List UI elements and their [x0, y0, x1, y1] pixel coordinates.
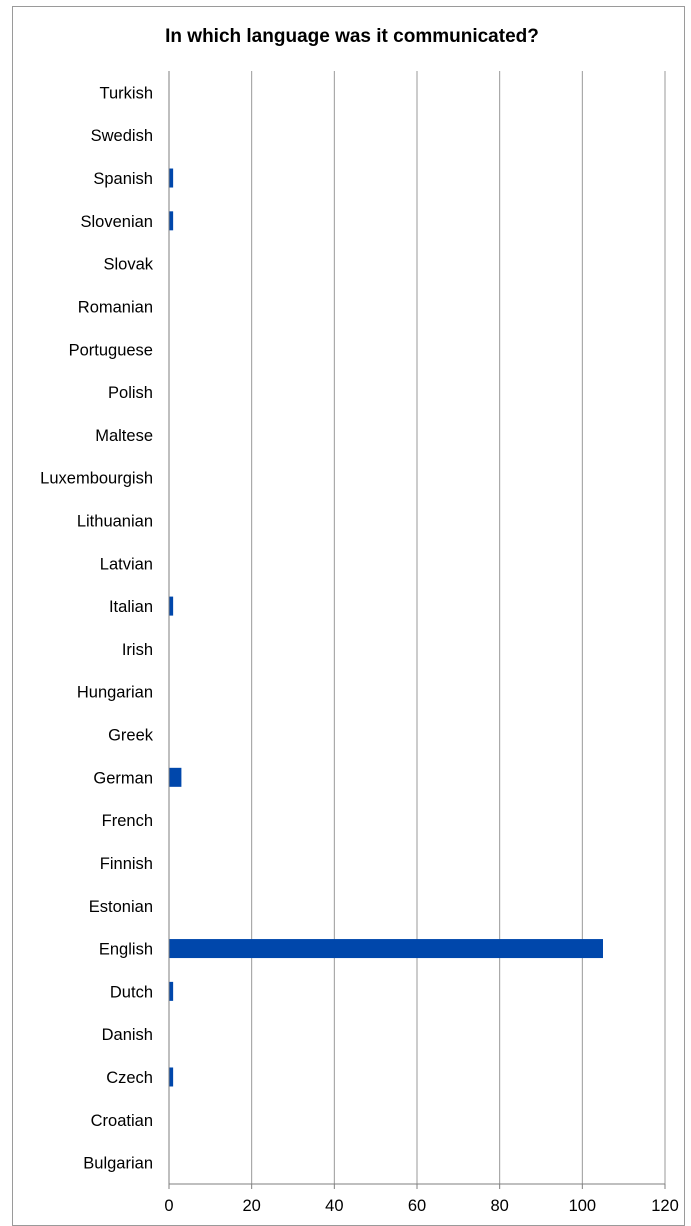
gridlines: [251, 71, 666, 1184]
bar-english: [169, 939, 603, 959]
category-label-lithuanian: Lithuanian: [77, 512, 153, 530]
category-label-french: French: [102, 812, 153, 830]
category-label-greek: Greek: [108, 727, 154, 745]
bar-spanish: [169, 168, 174, 188]
category-labels: Turkish Swedish Spanish Slovenian Slovak Roma…: [40, 84, 154, 1172]
category-label-latvian: Latvian: [100, 555, 153, 573]
category-label-slovenian: Slovenian: [81, 213, 153, 231]
bar-italian: [169, 596, 174, 616]
bar-german: [169, 767, 182, 787]
category-label-croatian: Croatian: [91, 1112, 153, 1130]
x-tick-labels: 0 20 40 60 80 100 120: [164, 1197, 678, 1215]
bar-czech: [169, 1067, 174, 1087]
bar-slovenian: [169, 211, 174, 231]
chart-frame: [12, 6, 685, 1226]
category-label-luxembourgish: Luxembourgish: [40, 470, 153, 488]
x-tick-label: 0: [164, 1197, 173, 1215]
axes: [168, 71, 666, 1189]
x-tick-label: 20: [242, 1197, 260, 1215]
category-label-finnish: Finnish: [100, 855, 153, 873]
bar-dutch: [169, 981, 174, 1001]
category-label-estonian: Estonian: [89, 898, 153, 916]
category-label-bulgarian: Bulgarian: [83, 1155, 153, 1173]
category-label-italian: Italian: [109, 598, 153, 616]
category-label-hungarian: Hungarian: [77, 684, 153, 702]
category-label-slovak: Slovak: [103, 256, 153, 274]
category-label-english: English: [99, 941, 153, 959]
category-label-portuguese: Portuguese: [69, 341, 153, 359]
x-tick-label: 40: [325, 1197, 343, 1215]
x-tick-label: 80: [490, 1197, 508, 1215]
category-label-spanish: Spanish: [93, 170, 153, 188]
category-label-german: German: [93, 769, 153, 787]
x-tick-label: 100: [569, 1197, 597, 1215]
category-label-swedish: Swedish: [91, 127, 153, 145]
category-label-turkish: Turkish: [100, 84, 153, 102]
category-label-dutch: Dutch: [110, 983, 153, 1001]
category-label-polish: Polish: [108, 384, 153, 402]
category-label-romanian: Romanian: [78, 298, 153, 316]
x-tick-label: 60: [408, 1197, 426, 1215]
x-tick-label: 120: [651, 1197, 679, 1215]
bars: [169, 168, 603, 1087]
category-label-maltese: Maltese: [95, 427, 153, 445]
category-label-irish: Irish: [122, 641, 153, 659]
category-label-czech: Czech: [106, 1069, 153, 1087]
chart-title: In which language was it communicated?: [165, 26, 539, 47]
category-label-danish: Danish: [102, 1026, 153, 1044]
